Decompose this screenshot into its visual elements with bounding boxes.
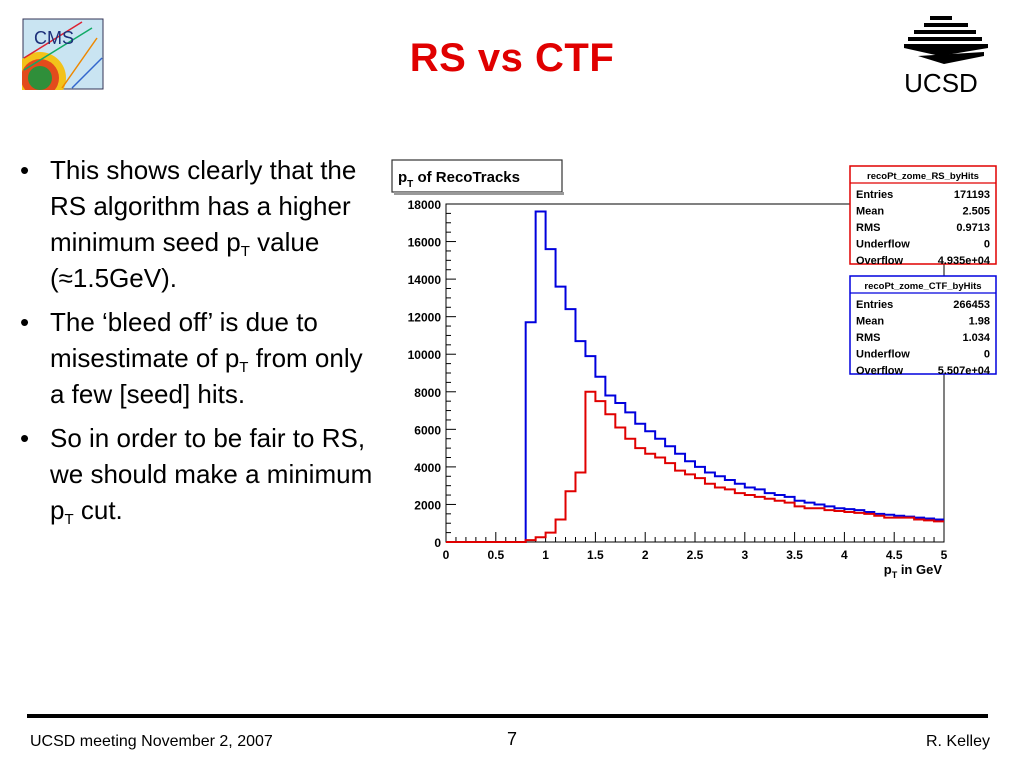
cms-logo: CMS [22,18,104,90]
stats-value: 0 [984,239,990,251]
chart-title: pT of RecoTracks [398,169,520,190]
y-tick-label: 6000 [414,423,441,437]
y-axis: 0 2000 4000 6000 8000 10000 12000 14000 16000 180… [408,198,456,550]
x-tick-label: 2.5 [687,548,704,562]
y-tick-label: 2000 [414,498,441,512]
stats-label: Overflow [856,255,904,267]
y-tick-label: 16000 [408,236,442,250]
stats-value: 2.505 [962,206,990,218]
bullet-item: • This shows clearly that the RS algorith… [20,155,357,293]
slide-title: RS vs CTF [409,36,615,80]
x-axis: 0 0.5 1 1.5 2 2.5 3 3.5 4 4.5 5 [443,532,948,562]
x-tick-label: 1 [542,548,549,562]
y-tick-label: 8000 [414,386,441,400]
y-tick-label: 0 [434,536,441,550]
y-tick-label: 12000 [408,311,442,325]
x-tick-label: 5 [941,548,948,562]
x-tick-label: 3 [741,548,748,562]
stats-boxes: recoPt_zome_RS_byHits Entries 171193 Mean 2.… [849,165,997,377]
series-line-ctf [446,210,944,543]
footer-rule [27,714,988,718]
cms-logo-text: CMS [34,28,74,48]
y-tick-label: 14000 [408,273,442,287]
footer-meeting: UCSD meeting November 2, 2007 [30,733,273,750]
stats-label: Mean [856,206,884,218]
stats-value: 1.98 [969,316,990,328]
stats-value: 266453 [953,299,990,311]
pt-histogram: pT of RecoTracks 02000400060008000100001… [391,159,997,580]
footer-author: R. Kelley [925,733,990,750]
stats-box-rs: recoPt_zome_RS_byHits Entries 171193 Mean 2.… [849,165,997,267]
x-axis-label: pT in GeV [884,562,943,580]
stats-label: Underflow [856,239,910,251]
x-tick-label: 1.5 [587,548,604,562]
x-tick-label: 3.5 [786,548,803,562]
stats-label: RMS [856,222,880,234]
stats-value: 0.9713 [956,222,990,234]
stats-label: Overflow [856,365,904,377]
stats-label: Entries [856,189,893,201]
bullet-list: • This shows clearly that the RS algorith… [20,152,380,536]
series-line-rs [446,390,944,543]
stats-box-ctf: recoPt_zome_CTF_byHits Entries 266453 Mean 1… [849,275,997,377]
stats-value: 5.507e+04 [938,365,991,377]
stats-value: 171193 [954,189,990,201]
x-tick-label: 2 [642,548,649,562]
x-tick-label: 4.5 [886,548,903,562]
stats-box-title: recoPt_zome_CTF_byHits [864,281,981,292]
x-tick-label: 0.5 [487,548,504,562]
y-tick-label: 10000 [408,348,442,362]
stats-label: Entries [856,299,893,311]
chart-title-box: pT of RecoTracks [391,159,564,195]
x-tick-label: 0 [443,548,450,562]
stats-box-title: recoPt_zome_RS_byHits [867,171,979,182]
y-tick-label: 4000 [414,461,441,475]
stats-value: 1.034 [962,332,990,344]
y-tick-label: 18000 [408,198,442,212]
ucsd-logo: UCSD [904,16,988,98]
stats-label: Underflow [856,349,910,361]
series-layer [446,210,944,543]
page-number: 7 [506,729,517,749]
stats-label: Mean [856,316,884,328]
x-tick-label: 4 [841,548,848,562]
stats-label: RMS [856,332,880,344]
stats-value: 0 [984,349,990,361]
bullet-item: • The ‘bleed off’ is due to misestimate o… [20,307,363,409]
bullet-item: • So in order to be fair to RS, we should… [20,423,373,528]
stats-value: 4.935e+04 [938,255,991,267]
ucsd-logo-text: UCSD [904,68,978,98]
